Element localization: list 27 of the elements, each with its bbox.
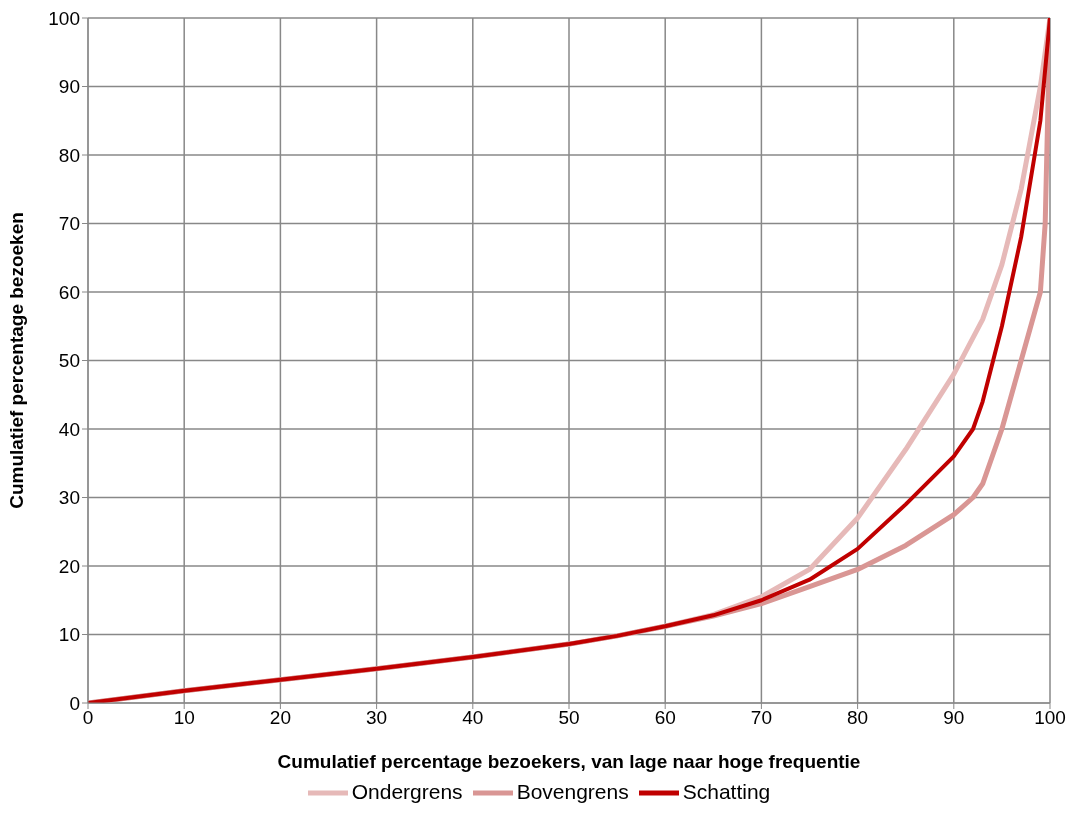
x-tick-label: 90: [943, 707, 965, 729]
x-tick-label: 70: [750, 707, 772, 729]
y-tick-label: 30: [58, 487, 80, 509]
x-tick-label: 100: [1034, 707, 1066, 729]
legend-label: Schatting: [682, 779, 771, 803]
y-tick-label: 0: [69, 692, 80, 714]
x-tick-label: 30: [366, 707, 388, 729]
legend-label: Ondergrens: [351, 779, 463, 803]
y-tick-label: 90: [58, 76, 80, 98]
y-tick-label: 10: [58, 624, 80, 646]
y-axis-title: Cumulatief percentage bezoeken: [5, 212, 27, 509]
legend-label: Bovengrens: [516, 779, 629, 803]
x-tick-label: 50: [558, 707, 580, 729]
x-tick-label: 60: [654, 707, 676, 729]
x-tick-label: 0: [82, 707, 94, 729]
y-tick-label: 100: [48, 7, 80, 29]
y-tick-label: 60: [58, 281, 80, 303]
x-tick-label: 20: [269, 707, 291, 729]
x-tick-label: 40: [462, 707, 484, 729]
y-tick-label: 80: [58, 144, 80, 166]
y-tick-label: 50: [58, 350, 80, 372]
x-axis-title: Cumulatief percentage bezoekers, van lage naar hoge frequentie: [277, 751, 861, 772]
y-tick-label: 70: [58, 213, 80, 235]
y-tick-label: 20: [58, 555, 80, 577]
x-tick-label: 80: [847, 707, 869, 729]
y-tick-label: 40: [58, 418, 80, 440]
x-tick-label: 10: [173, 707, 195, 729]
